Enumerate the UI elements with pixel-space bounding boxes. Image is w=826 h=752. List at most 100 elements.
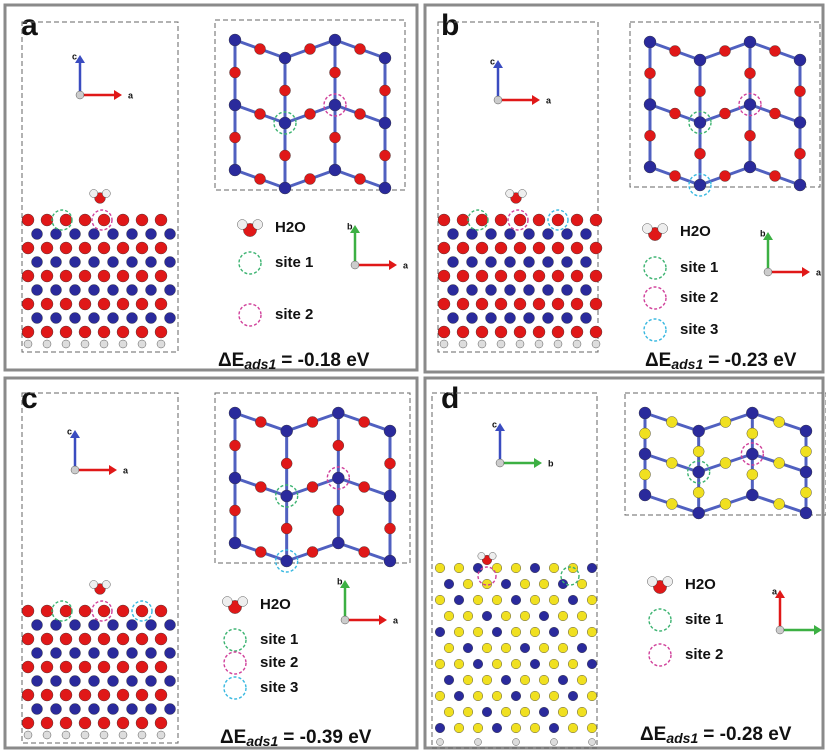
atom (380, 150, 391, 161)
atom (501, 675, 511, 685)
atom (330, 132, 341, 143)
atom (165, 313, 176, 324)
atom (695, 86, 706, 97)
atom (800, 466, 812, 478)
atom (794, 117, 806, 129)
atom (222, 597, 232, 607)
atom (229, 472, 241, 484)
atom (136, 326, 148, 338)
atom (495, 214, 507, 226)
atom (32, 648, 43, 659)
atom (535, 340, 543, 348)
atom (482, 707, 492, 717)
atom (127, 704, 138, 715)
atom (800, 507, 812, 519)
atom (281, 555, 293, 567)
atom (379, 182, 391, 194)
atom (587, 691, 597, 701)
axis-label: c (490, 56, 495, 66)
axis-label: c (67, 426, 72, 436)
atom (41, 605, 53, 617)
atom (43, 731, 51, 739)
atom (60, 661, 72, 673)
atom (571, 242, 583, 254)
atom (463, 707, 473, 717)
atom (70, 648, 81, 659)
arrow-head (109, 465, 117, 475)
axis-label: c (492, 419, 497, 429)
atom (90, 580, 98, 588)
atom (693, 507, 705, 519)
atom (146, 313, 157, 324)
arrow-head (379, 615, 387, 625)
atom (89, 257, 100, 268)
atom (438, 214, 450, 226)
atom (552, 270, 564, 282)
energy-value: = -0.28 eV (703, 724, 792, 745)
axis-label: a (546, 95, 552, 105)
atom (457, 242, 469, 254)
atom (530, 659, 540, 669)
atom (774, 417, 785, 428)
atom (511, 723, 521, 733)
atom (51, 648, 62, 659)
atom (486, 285, 497, 296)
atom (463, 611, 473, 621)
legend-label: H2O (260, 596, 291, 613)
atom (89, 620, 100, 631)
atom (255, 109, 266, 120)
arrow-head (389, 260, 397, 270)
atom (438, 326, 450, 338)
atom (640, 469, 651, 480)
atom (100, 340, 108, 348)
atom (332, 407, 344, 419)
atom (644, 36, 656, 48)
atom (100, 731, 108, 739)
atom (495, 242, 507, 254)
atom (385, 523, 396, 534)
atom (102, 580, 110, 588)
atom (543, 257, 554, 268)
atom (670, 108, 681, 119)
atom (770, 108, 781, 119)
atom (592, 340, 600, 348)
legend-label: site 3 (680, 321, 718, 338)
atom (444, 643, 454, 653)
atom (587, 627, 597, 637)
atom (385, 458, 396, 469)
atom (89, 313, 100, 324)
atom (694, 54, 706, 66)
atom (117, 661, 129, 673)
atom (79, 689, 91, 701)
atom (473, 595, 483, 605)
atom (435, 691, 445, 701)
atom (539, 707, 549, 717)
atom (329, 164, 341, 176)
atom (229, 407, 241, 419)
axis-label: a (393, 615, 399, 625)
atom (473, 627, 483, 637)
atom (437, 739, 444, 746)
atom (524, 257, 535, 268)
atom (22, 270, 34, 282)
atom (533, 298, 545, 310)
atom (438, 270, 450, 282)
atom (577, 643, 587, 653)
atom (108, 257, 119, 268)
atom (79, 242, 91, 254)
atom (590, 270, 602, 282)
atom (568, 595, 578, 605)
atom (720, 499, 731, 510)
atom (108, 676, 119, 687)
atom (127, 313, 138, 324)
atom (457, 298, 469, 310)
atom (581, 229, 592, 240)
atom (577, 611, 587, 621)
atom (486, 257, 497, 268)
atom (108, 704, 119, 715)
atom (530, 627, 540, 637)
atom (476, 298, 488, 310)
energy-symbol: ΔE (220, 727, 246, 748)
energy-symbol: ΔE (645, 350, 671, 371)
atom (165, 704, 176, 715)
